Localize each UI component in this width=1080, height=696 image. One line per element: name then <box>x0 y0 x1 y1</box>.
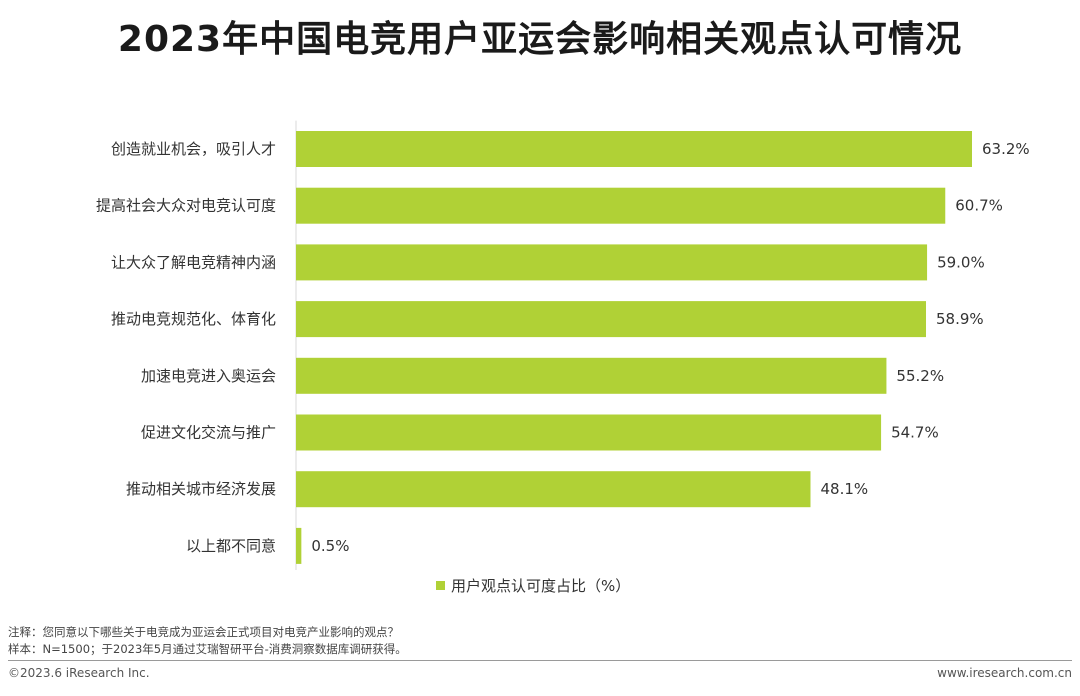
footnote-sample: 样本：N=1500；于2023年5月通过艾瑞智研平台-消费洞察数据库调研获得。 <box>8 642 407 656</box>
data-label: 0.5% <box>311 537 349 555</box>
data-label: 55.2% <box>896 367 944 385</box>
bar <box>296 414 882 451</box>
legend: 用户观点认可度占比（%） <box>436 575 630 596</box>
data-label: 63.2% <box>982 140 1030 158</box>
bar-chart: 创造就业机会，吸引人才 63.2% 提高社会大众对电竞认可度 60.7% 让大众了解电竞… <box>96 120 1030 570</box>
chart-title: 2023年中国电竞用户亚运会影响相关观点认可情况 <box>117 19 963 60</box>
category-label: 提高社会大众对电竞认可度 <box>96 197 276 215</box>
data-label: 60.7% <box>955 197 1003 215</box>
bar <box>296 131 972 167</box>
category-label: 创造就业机会，吸引人才 <box>111 140 276 158</box>
data-label: 48.1% <box>820 480 868 498</box>
bar <box>296 187 946 224</box>
bar <box>296 527 302 564</box>
legend-label: 用户观点认可度占比（%） <box>451 577 631 595</box>
category-label: 促进文化交流与推广 <box>141 424 276 442</box>
data-label: 58.9% <box>936 310 984 328</box>
bar <box>296 301 927 338</box>
category-label: 以上都不同意 <box>186 537 276 555</box>
category-label: 推动电竞规范化、体育化 <box>111 310 276 328</box>
bar <box>296 244 928 281</box>
bar <box>296 471 811 508</box>
bar <box>296 357 887 394</box>
category-label: 加速电竞进入奥运会 <box>141 367 276 385</box>
data-label: 54.7% <box>891 424 939 442</box>
category-label: 让大众了解电竞精神内涵 <box>111 253 276 271</box>
legend-swatch <box>436 581 445 590</box>
copyright-text: ©2023.6 iResearch Inc. <box>8 666 150 680</box>
website-link[interactable]: www.iresearch.com.cn <box>937 666 1072 680</box>
category-label: 推动相关城市经济发展 <box>126 480 276 498</box>
footnote-question: 注释：您同意以下哪些关于电竞成为亚运会正式项目对电竞产业影响的观点？ <box>8 625 399 639</box>
data-label: 59.0% <box>937 253 985 271</box>
footer-divider <box>8 660 1072 661</box>
